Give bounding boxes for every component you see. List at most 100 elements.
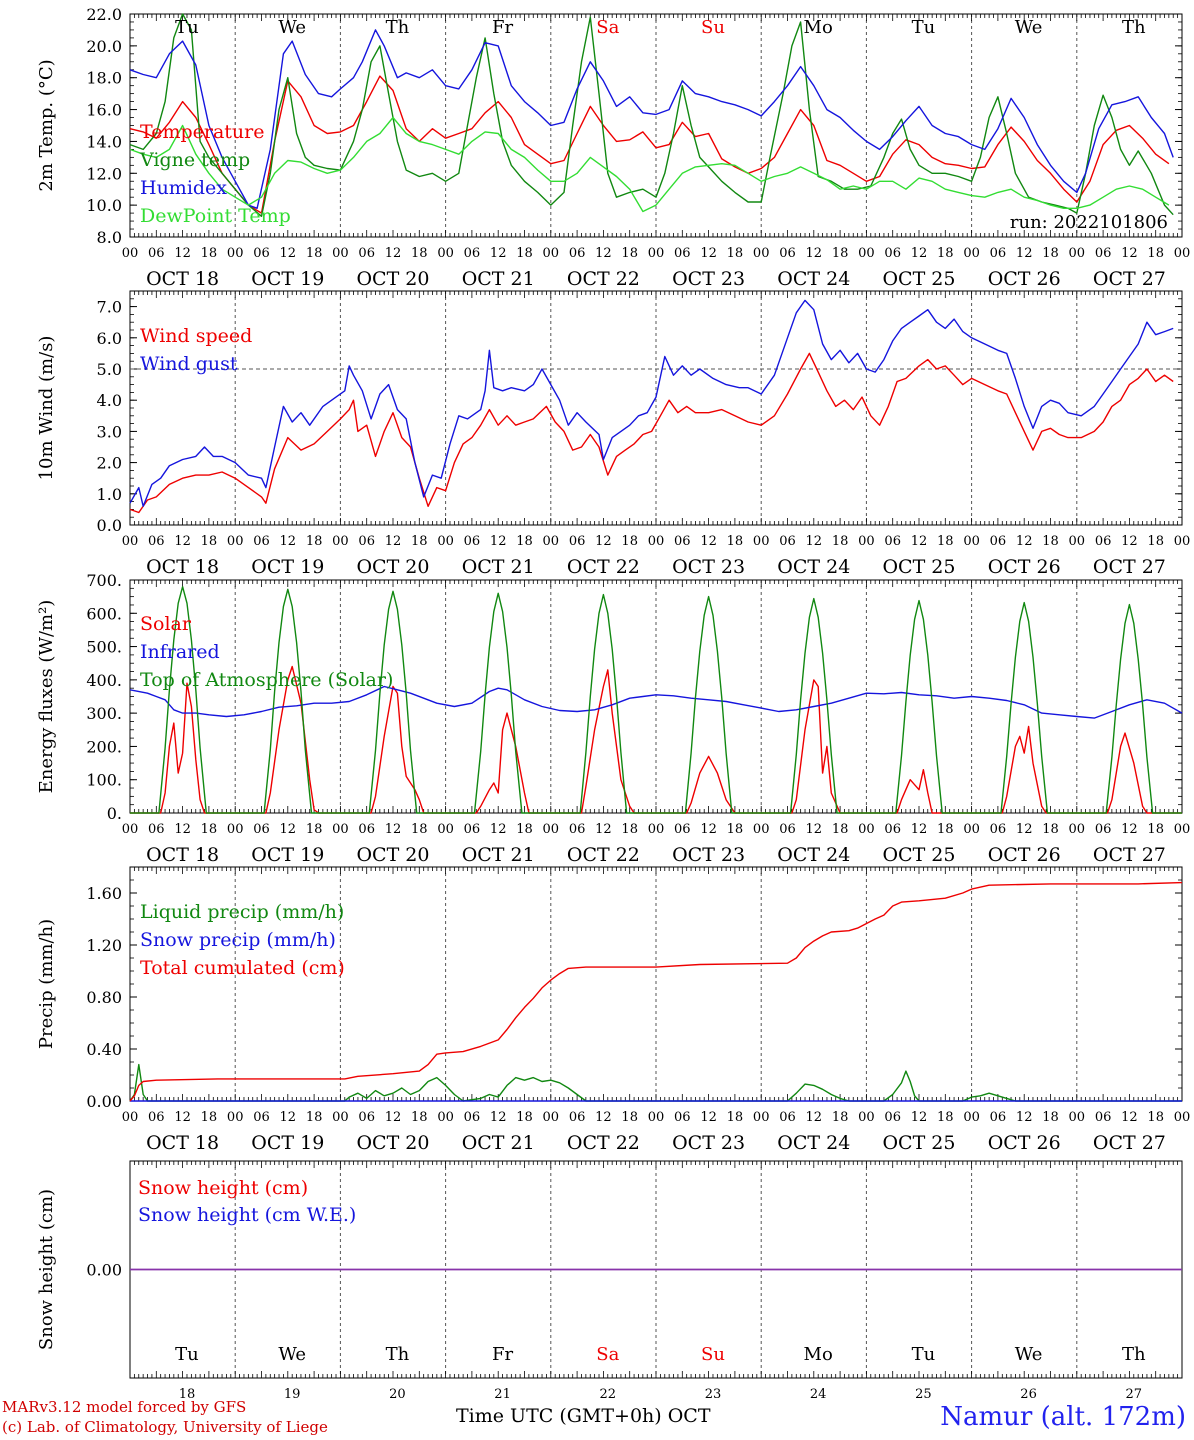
date-label: OCT 26 bbox=[988, 268, 1061, 290]
hour-label: 00 bbox=[858, 534, 875, 549]
y-tick-label: 7.0 bbox=[97, 298, 122, 317]
wind-panel: 0.0 1.0 2.0 3.0 4.0 5.0 6.0 7.0 10m Wind (m/s) Wi… bbox=[36, 290, 1191, 578]
hour-label: 12 bbox=[911, 822, 928, 837]
hour-label: 12 bbox=[280, 822, 297, 837]
weekday-label: Mo bbox=[804, 17, 833, 38]
hour-label: 18 bbox=[1147, 1110, 1164, 1125]
hour-label: 00 bbox=[122, 1110, 139, 1125]
date-label: OCT 25 bbox=[882, 556, 955, 578]
date-label: OCT 19 bbox=[251, 1132, 324, 1154]
hour-label: 06 bbox=[148, 1110, 165, 1125]
series-line-humidex bbox=[129, 29, 1174, 210]
y-tick-label: 300. bbox=[86, 704, 122, 723]
hour-label: 12 bbox=[385, 246, 402, 261]
hour-label: 00 bbox=[332, 822, 349, 837]
y-tick-label: 1.20 bbox=[86, 936, 122, 955]
y-tick-label: 10.0 bbox=[86, 196, 122, 215]
station-name: Namur (alt. 172m) bbox=[940, 1402, 1186, 1432]
temperature-panel: 8.0 10.0 12.0 14.0 16.0 18.0 20.0 22.0 2m Temp. … bbox=[36, 5, 1190, 290]
hour-label: 00 bbox=[122, 246, 139, 261]
date-label: OCT 22 bbox=[567, 556, 640, 578]
hour-label: 06 bbox=[674, 822, 691, 837]
date-label: OCT 26 bbox=[988, 556, 1061, 578]
hour-label: 00 bbox=[1174, 822, 1191, 837]
hour-label: 06 bbox=[779, 1110, 796, 1125]
hour-label: 00 bbox=[753, 1110, 770, 1125]
y-tick-label: 200. bbox=[86, 737, 122, 756]
hour-label: 06 bbox=[253, 534, 270, 549]
hour-label: 00 bbox=[858, 1110, 875, 1125]
date-label: OCT 23 bbox=[672, 268, 745, 290]
hour-label: 12 bbox=[385, 534, 402, 549]
legend-entry: Top of Atmosphere (Solar) bbox=[140, 669, 393, 691]
hour-label: 18 bbox=[727, 1110, 744, 1125]
y-tick-label: 2.0 bbox=[97, 454, 122, 473]
hour-label: 00 bbox=[543, 822, 560, 837]
legend-entry: Liquid precip (mm/h) bbox=[140, 901, 344, 923]
hour-label: 00 bbox=[543, 246, 560, 261]
hour-label: 12 bbox=[1121, 534, 1138, 549]
hour-label: 00 bbox=[963, 822, 980, 837]
precip-panel: 0.00 0.40 0.80 1.20 1.60 Precip (mm/h) Liquid … bbox=[36, 866, 1190, 1154]
day-number-label: 25 bbox=[915, 1387, 932, 1398]
hour-label: 00 bbox=[543, 1110, 560, 1125]
hour-label: 12 bbox=[595, 246, 612, 261]
y-tick-label: 600. bbox=[86, 604, 122, 623]
hour-label: 18 bbox=[832, 534, 849, 549]
hour-label: 12 bbox=[385, 822, 402, 837]
hour-label: 12 bbox=[490, 822, 507, 837]
date-label: OCT 27 bbox=[1093, 268, 1166, 290]
series-line-dewpoint-temp bbox=[129, 116, 1170, 213]
hour-label: 12 bbox=[174, 246, 191, 261]
hour-label: 06 bbox=[884, 534, 901, 549]
y-tick-label: 14.0 bbox=[86, 132, 122, 151]
hour-label: 12 bbox=[174, 1110, 191, 1125]
hour-label: 18 bbox=[411, 246, 428, 261]
weekday-label: Tu bbox=[912, 17, 936, 38]
hour-label: 06 bbox=[464, 246, 481, 261]
series-line-wind-gust bbox=[129, 299, 1174, 507]
hour-label: 12 bbox=[1016, 822, 1033, 837]
date-label: OCT 23 bbox=[672, 556, 745, 578]
legend-entry: Solar bbox=[140, 613, 192, 635]
date-label: OCT 21 bbox=[462, 844, 535, 866]
hour-label: 06 bbox=[148, 534, 165, 549]
weekday-label: Th bbox=[386, 17, 410, 38]
series-line-temperature bbox=[129, 75, 1170, 214]
hour-label: 12 bbox=[700, 822, 717, 837]
series-line-wind-speed bbox=[129, 352, 1174, 514]
hour-label: 18 bbox=[201, 246, 218, 261]
hour-label: 12 bbox=[806, 534, 823, 549]
hour-label: 06 bbox=[358, 246, 375, 261]
hour-label: 18 bbox=[201, 1110, 218, 1125]
date-label: OCT 19 bbox=[251, 556, 324, 578]
hour-label: 00 bbox=[1174, 534, 1191, 549]
hour-label: 06 bbox=[884, 246, 901, 261]
weekday-label: Fr bbox=[492, 1344, 513, 1365]
hour-label: 06 bbox=[1095, 534, 1112, 549]
hour-label: 12 bbox=[385, 1110, 402, 1125]
hour-label: 00 bbox=[858, 246, 875, 261]
model-credit: MARv3.12 model forced by GFS bbox=[2, 1398, 247, 1416]
date-label: OCT 22 bbox=[567, 1132, 640, 1154]
day-number-label: 27 bbox=[1126, 1387, 1143, 1398]
hour-label: 06 bbox=[779, 534, 796, 549]
date-label: OCT 21 bbox=[462, 556, 535, 578]
hour-label: 12 bbox=[911, 1110, 928, 1125]
x-axis-title: Time UTC (GMT+0h) OCT bbox=[456, 1405, 711, 1427]
hour-label: 18 bbox=[411, 1110, 428, 1125]
weekday-label: Th bbox=[1122, 1344, 1146, 1365]
hour-label: 00 bbox=[1069, 1110, 1086, 1125]
hour-label: 00 bbox=[437, 534, 454, 549]
legend-entry: Temperature bbox=[140, 121, 264, 143]
hour-label: 06 bbox=[358, 1110, 375, 1125]
hour-label: 18 bbox=[727, 534, 744, 549]
hour-label: 12 bbox=[1016, 1110, 1033, 1125]
date-label: OCT 18 bbox=[146, 844, 219, 866]
date-label: OCT 26 bbox=[988, 1132, 1061, 1154]
hour-label: 12 bbox=[280, 1110, 297, 1125]
hour-label: 12 bbox=[700, 246, 717, 261]
hour-label: 12 bbox=[700, 534, 717, 549]
legend-entry: Wind speed bbox=[140, 325, 252, 347]
hour-label: 18 bbox=[516, 246, 533, 261]
